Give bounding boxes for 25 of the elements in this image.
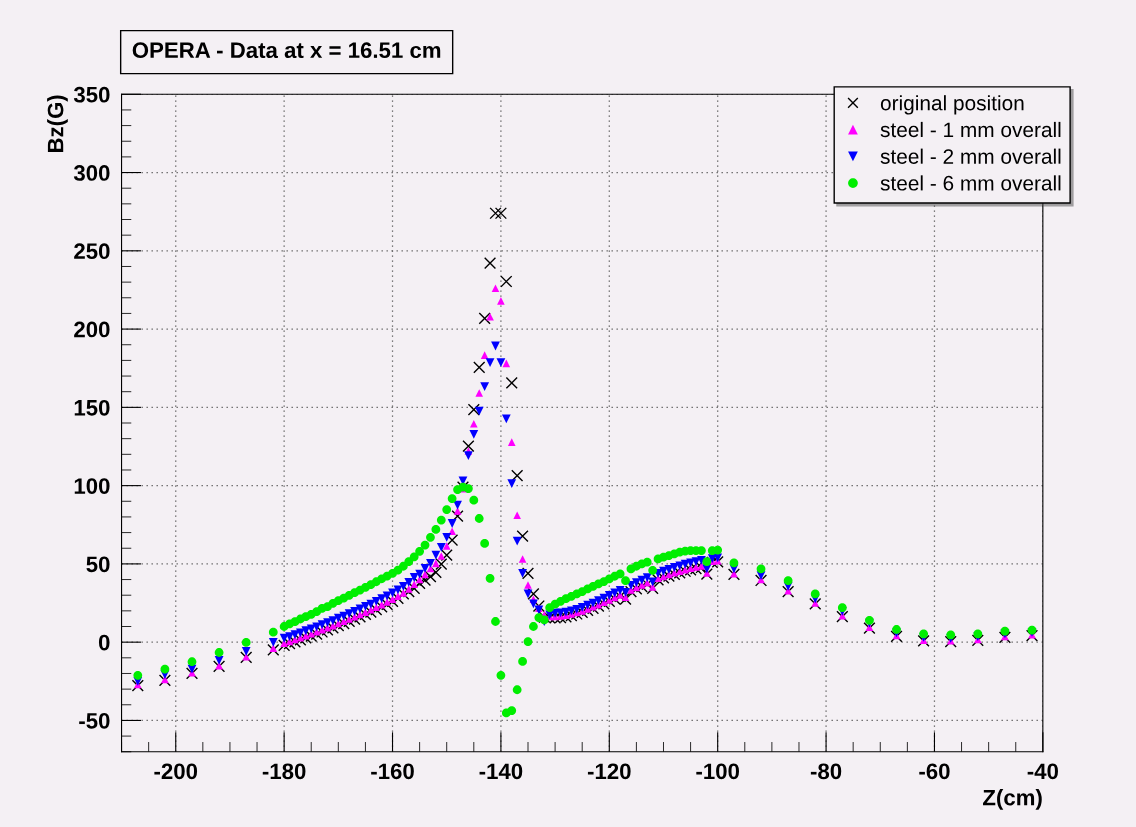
x-tick-label: -80 xyxy=(810,763,842,780)
y-axis-title: Bz(G) xyxy=(47,95,68,153)
legend-label: steel - 6 mm overall xyxy=(880,175,1061,191)
y-tick-label: 150 xyxy=(74,399,110,416)
y-tick-label: 0 xyxy=(98,634,110,651)
legend-label: steel - 2 mm overall xyxy=(880,148,1061,164)
y-tick-label: -50 xyxy=(79,712,110,729)
legend-label: original position xyxy=(880,95,1024,115)
x-tick-label: -200 xyxy=(154,763,198,780)
y-tick-label: 50 xyxy=(86,556,110,573)
y-tick-label: 200 xyxy=(74,321,110,338)
chart-title: OPERA - Data at x = 16.51 cm xyxy=(132,42,441,59)
y-tick-label: 300 xyxy=(73,165,110,181)
x-tick-label: -120 xyxy=(587,763,631,780)
x-tick-label: -40 xyxy=(1027,763,1058,780)
x-axis-title: Z(cm) xyxy=(983,789,1042,810)
legend-label: steel - 1 mm overall xyxy=(880,121,1061,138)
x-tick-label: -160 xyxy=(371,763,414,780)
y-tick-label: 100 xyxy=(74,478,110,494)
x-tick-label: -140 xyxy=(479,763,523,780)
y-tick-label: 350 xyxy=(73,86,110,103)
x-tick-label: -100 xyxy=(696,763,740,780)
y-tick-label: 250 xyxy=(74,243,110,260)
x-tick-label: -60 xyxy=(919,763,950,780)
x-tick-label: -180 xyxy=(262,763,306,780)
